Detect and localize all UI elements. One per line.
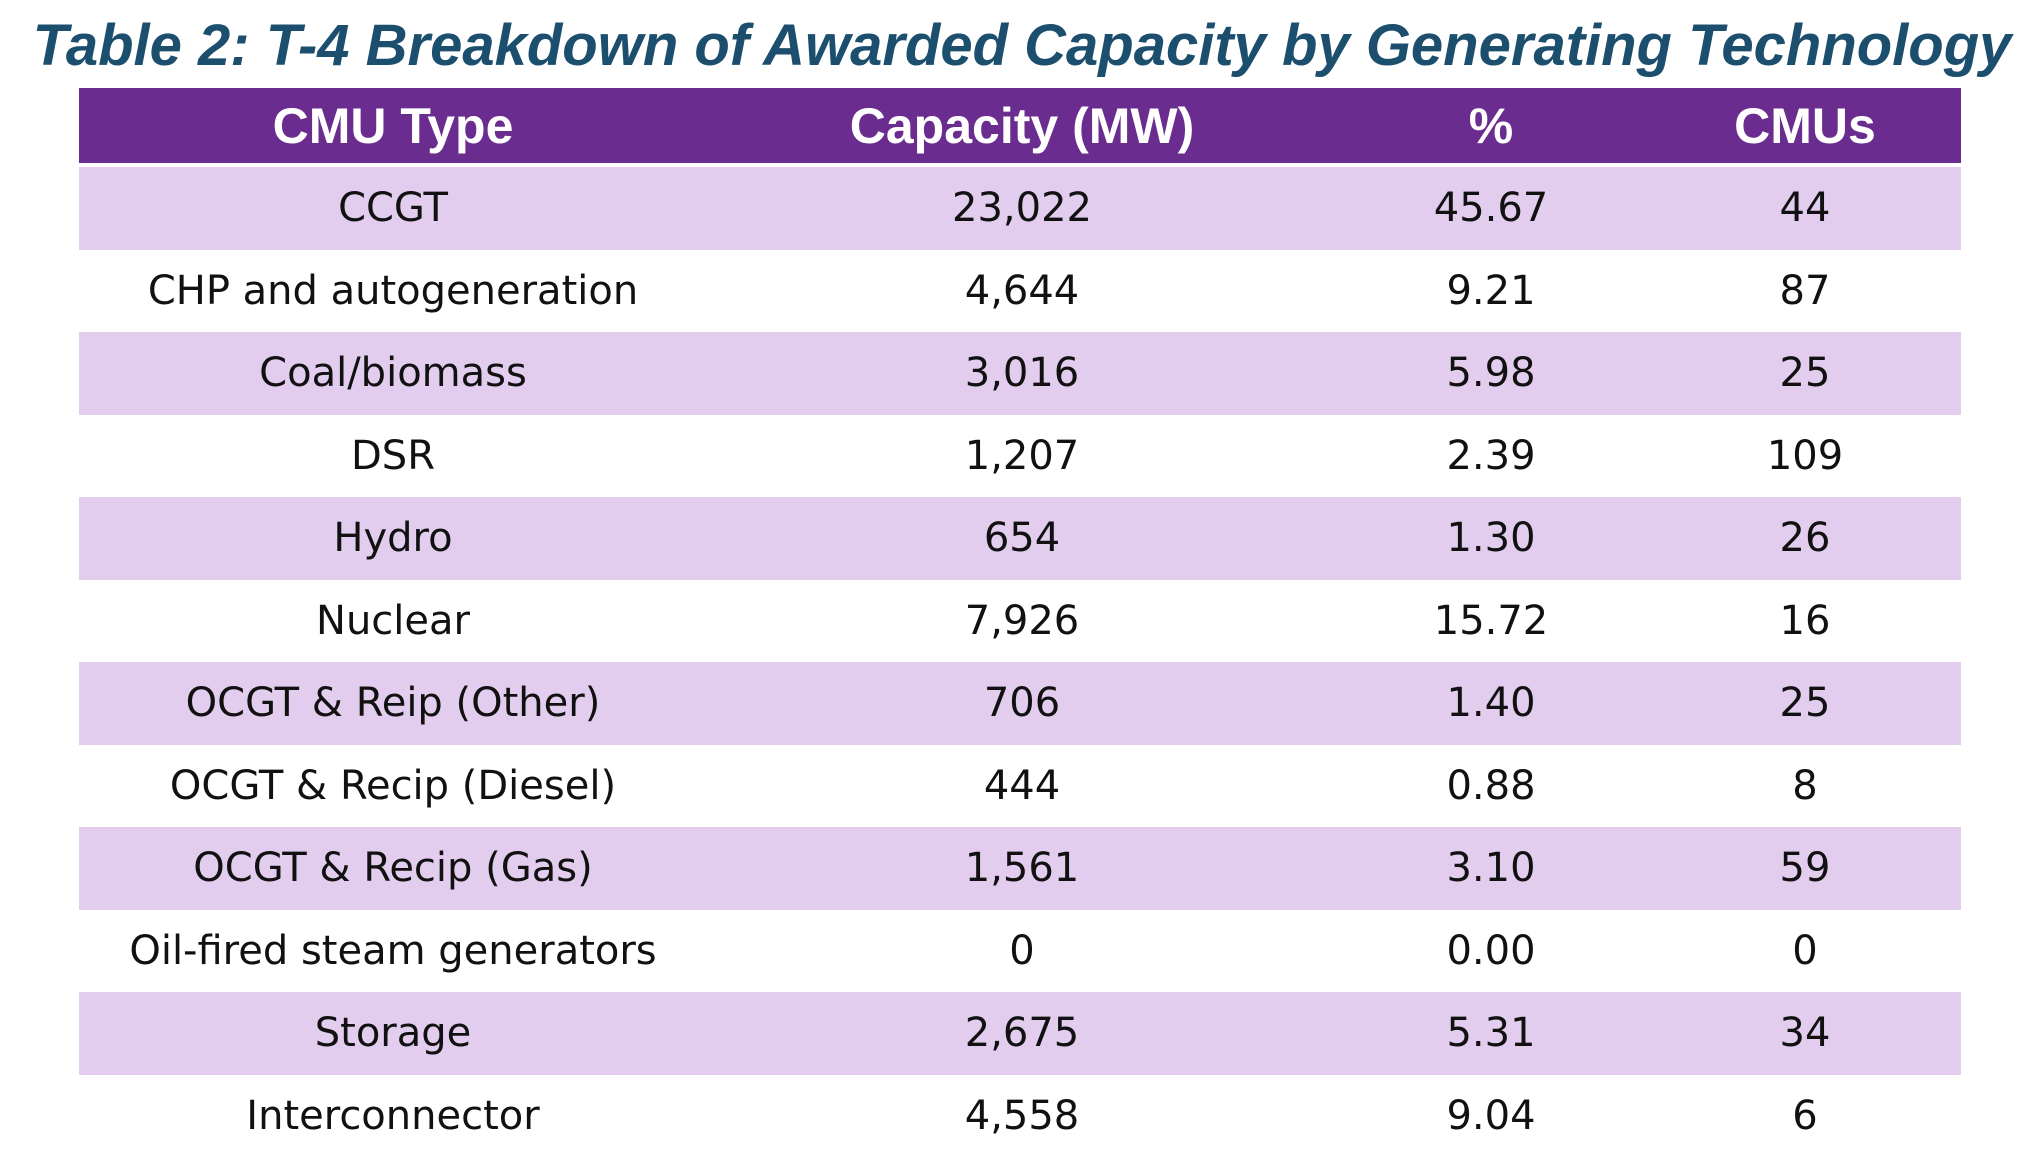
- header-cell: CMUs: [1734, 97, 1876, 154]
- table-row: Storage 2,675 5.31 34: [79, 992, 1961, 1075]
- table-cell: 9.21: [1446, 267, 1536, 314]
- table-row: OCGT & Reip (Other) 706 1.40 25: [79, 662, 1961, 745]
- table-cell: 87: [1779, 267, 1831, 314]
- table-cell: 26: [1779, 515, 1831, 562]
- table-cell: 444: [983, 762, 1061, 809]
- table-cell: 4,644: [964, 267, 1080, 314]
- table-cell: 59: [1779, 845, 1831, 892]
- table-row: DSR 1,207 2.39 109: [79, 415, 1961, 498]
- table-cell: 109: [1766, 432, 1844, 479]
- table-row: OCGT & Recip (Gas) 1,561 3.10 59: [79, 827, 1961, 910]
- table-cell: 0: [1009, 927, 1035, 974]
- table-cell: 654: [983, 515, 1061, 562]
- table-cell: 0.88: [1446, 762, 1536, 809]
- table-cell: CCGT: [338, 185, 448, 232]
- table-cell: Hydro: [333, 515, 453, 562]
- table-cell: 4,558: [964, 1092, 1080, 1139]
- table-cell: OCGT & Recip (Diesel): [169, 762, 617, 809]
- table-row: Hydro 654 1.30 26: [79, 497, 1961, 580]
- table-cell: 3,016: [964, 350, 1080, 397]
- table-row: Oil-fired steam generators 0 0.00 0: [79, 910, 1961, 993]
- table-cell: CHP and autogeneration: [147, 267, 639, 314]
- table-cell: OCGT & Reip (Other): [185, 680, 601, 727]
- table-cell: 8: [1792, 762, 1818, 809]
- table-cell: 3.10: [1446, 845, 1536, 892]
- table-row: Nuclear 7,926 15.72 16: [79, 580, 1961, 663]
- table-cell: 1.30: [1446, 515, 1536, 562]
- table-cell: 0: [1792, 927, 1818, 974]
- table-cell: 5.98: [1446, 350, 1536, 397]
- table-title: Table 2: T-4 Breakdown of Awarded Capaci…: [32, 13, 2012, 78]
- table-row: CCGT 23,022 45.67 44: [79, 167, 1961, 250]
- table-cell: 0.00: [1446, 927, 1536, 974]
- header-cell: %: [1468, 97, 1514, 154]
- header-cell: CMU Type: [272, 97, 514, 154]
- table-cell: 15.72: [1433, 597, 1549, 644]
- table-cell: Coal/biomass: [259, 350, 527, 397]
- table-cell: 6: [1792, 1092, 1818, 1139]
- table-cell: Nuclear: [316, 597, 470, 644]
- table-cell: Storage: [314, 1010, 472, 1057]
- table-cell: 44: [1779, 185, 1831, 232]
- table-cell: 706: [983, 680, 1061, 727]
- table-row: Interconnector 4,558 9.04 6: [79, 1075, 1961, 1158]
- table: CMU Type Capacity (MW)% CMUs CCGT 23,022 45.6…: [79, 88, 1961, 1157]
- table-row: CHP and autogeneration 4,644 9.21 87: [79, 250, 1961, 333]
- header-row: CMU Type Capacity (MW)% CMUs: [79, 88, 1961, 163]
- table-cell: Oil-fired steam generators: [129, 927, 657, 974]
- table-cell: 5.31: [1446, 1010, 1536, 1057]
- table-row: Coal/biomass 3,016 5.98 25: [79, 332, 1961, 415]
- table-cell: 2.39: [1446, 432, 1536, 479]
- table-cell: 1,561: [964, 845, 1080, 892]
- table-cell: DSR: [351, 432, 435, 479]
- table-cell: 23,022: [952, 185, 1092, 232]
- table-cell: 9.04: [1446, 1092, 1536, 1139]
- table-cell: 25: [1779, 350, 1831, 397]
- table-cell: 16: [1779, 597, 1831, 644]
- table-cell: 34: [1779, 1010, 1831, 1057]
- header-cell: Capacity (MW): [849, 97, 1195, 154]
- table-cell: 1,207: [964, 432, 1080, 479]
- table-cell: OCGT & Recip (Gas): [193, 845, 593, 892]
- table-row: OCGT & Recip (Diesel) 444 0.88 8: [79, 745, 1961, 828]
- table-cell: 2,675: [964, 1010, 1080, 1057]
- table-cell: 7,926: [964, 597, 1080, 644]
- table-cell: 45.67: [1433, 185, 1549, 232]
- table-cell: 1.40: [1446, 680, 1536, 727]
- table-cell: 25: [1779, 680, 1831, 727]
- table-cell: Interconnector: [246, 1092, 540, 1139]
